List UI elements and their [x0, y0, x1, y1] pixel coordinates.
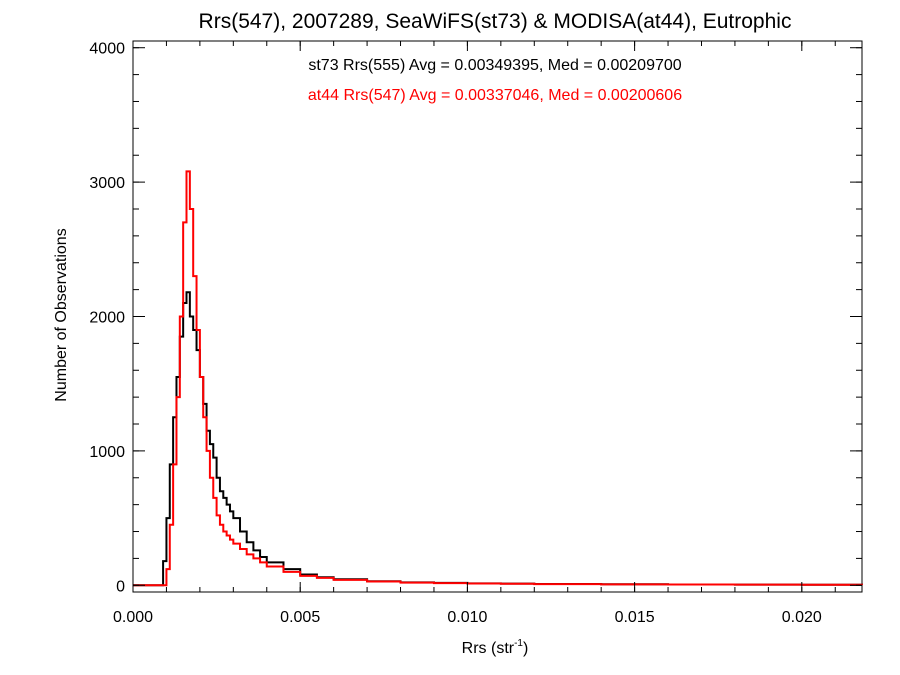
series-layer [133, 170, 863, 587]
y-axis-label: Number of Observations [53, 228, 70, 401]
x-tick-label-0: 0.000 [113, 609, 153, 626]
x-tick-label-3: 0.015 [615, 609, 655, 626]
y-tick-label-4: 4000 [89, 41, 125, 58]
x-tick-label-1: 0.005 [280, 609, 320, 626]
series-line-1 [133, 170, 863, 587]
y-tick-label-3: 3000 [89, 175, 125, 192]
chart-title: Rrs(547), 2007289, SeaWiFS(st73) & MODIS… [199, 10, 792, 33]
x-axis-label-end: ) [523, 640, 528, 657]
x-axis-label: Rrs (str-1) [462, 638, 529, 657]
y-tick-label-2: 2000 [89, 310, 125, 327]
x-tick-label-2: 0.010 [447, 609, 487, 626]
annotation-at44: at44 Rrs(547) Avg = 0.00337046, Med = 0.… [308, 87, 682, 104]
x-axis-label-main: Rrs (str [462, 640, 515, 657]
y-tick-label-0: 0 [116, 578, 125, 595]
series-line-0 [133, 291, 863, 587]
plot-area [132, 40, 863, 593]
axis-layer: 0.000 0.005 0.010 0.015 0.020 0 1000 2000 3000 40… [89, 41, 862, 626]
annotation-st73: st73 Rrs(555) Avg = 0.00349395, Med = 0.… [308, 57, 681, 74]
plot-frame [132, 40, 863, 593]
x-tick-label-4: 0.020 [782, 609, 822, 626]
x-axis-label-sup: -1 [514, 638, 523, 649]
y-tick-label-1: 1000 [89, 444, 125, 461]
